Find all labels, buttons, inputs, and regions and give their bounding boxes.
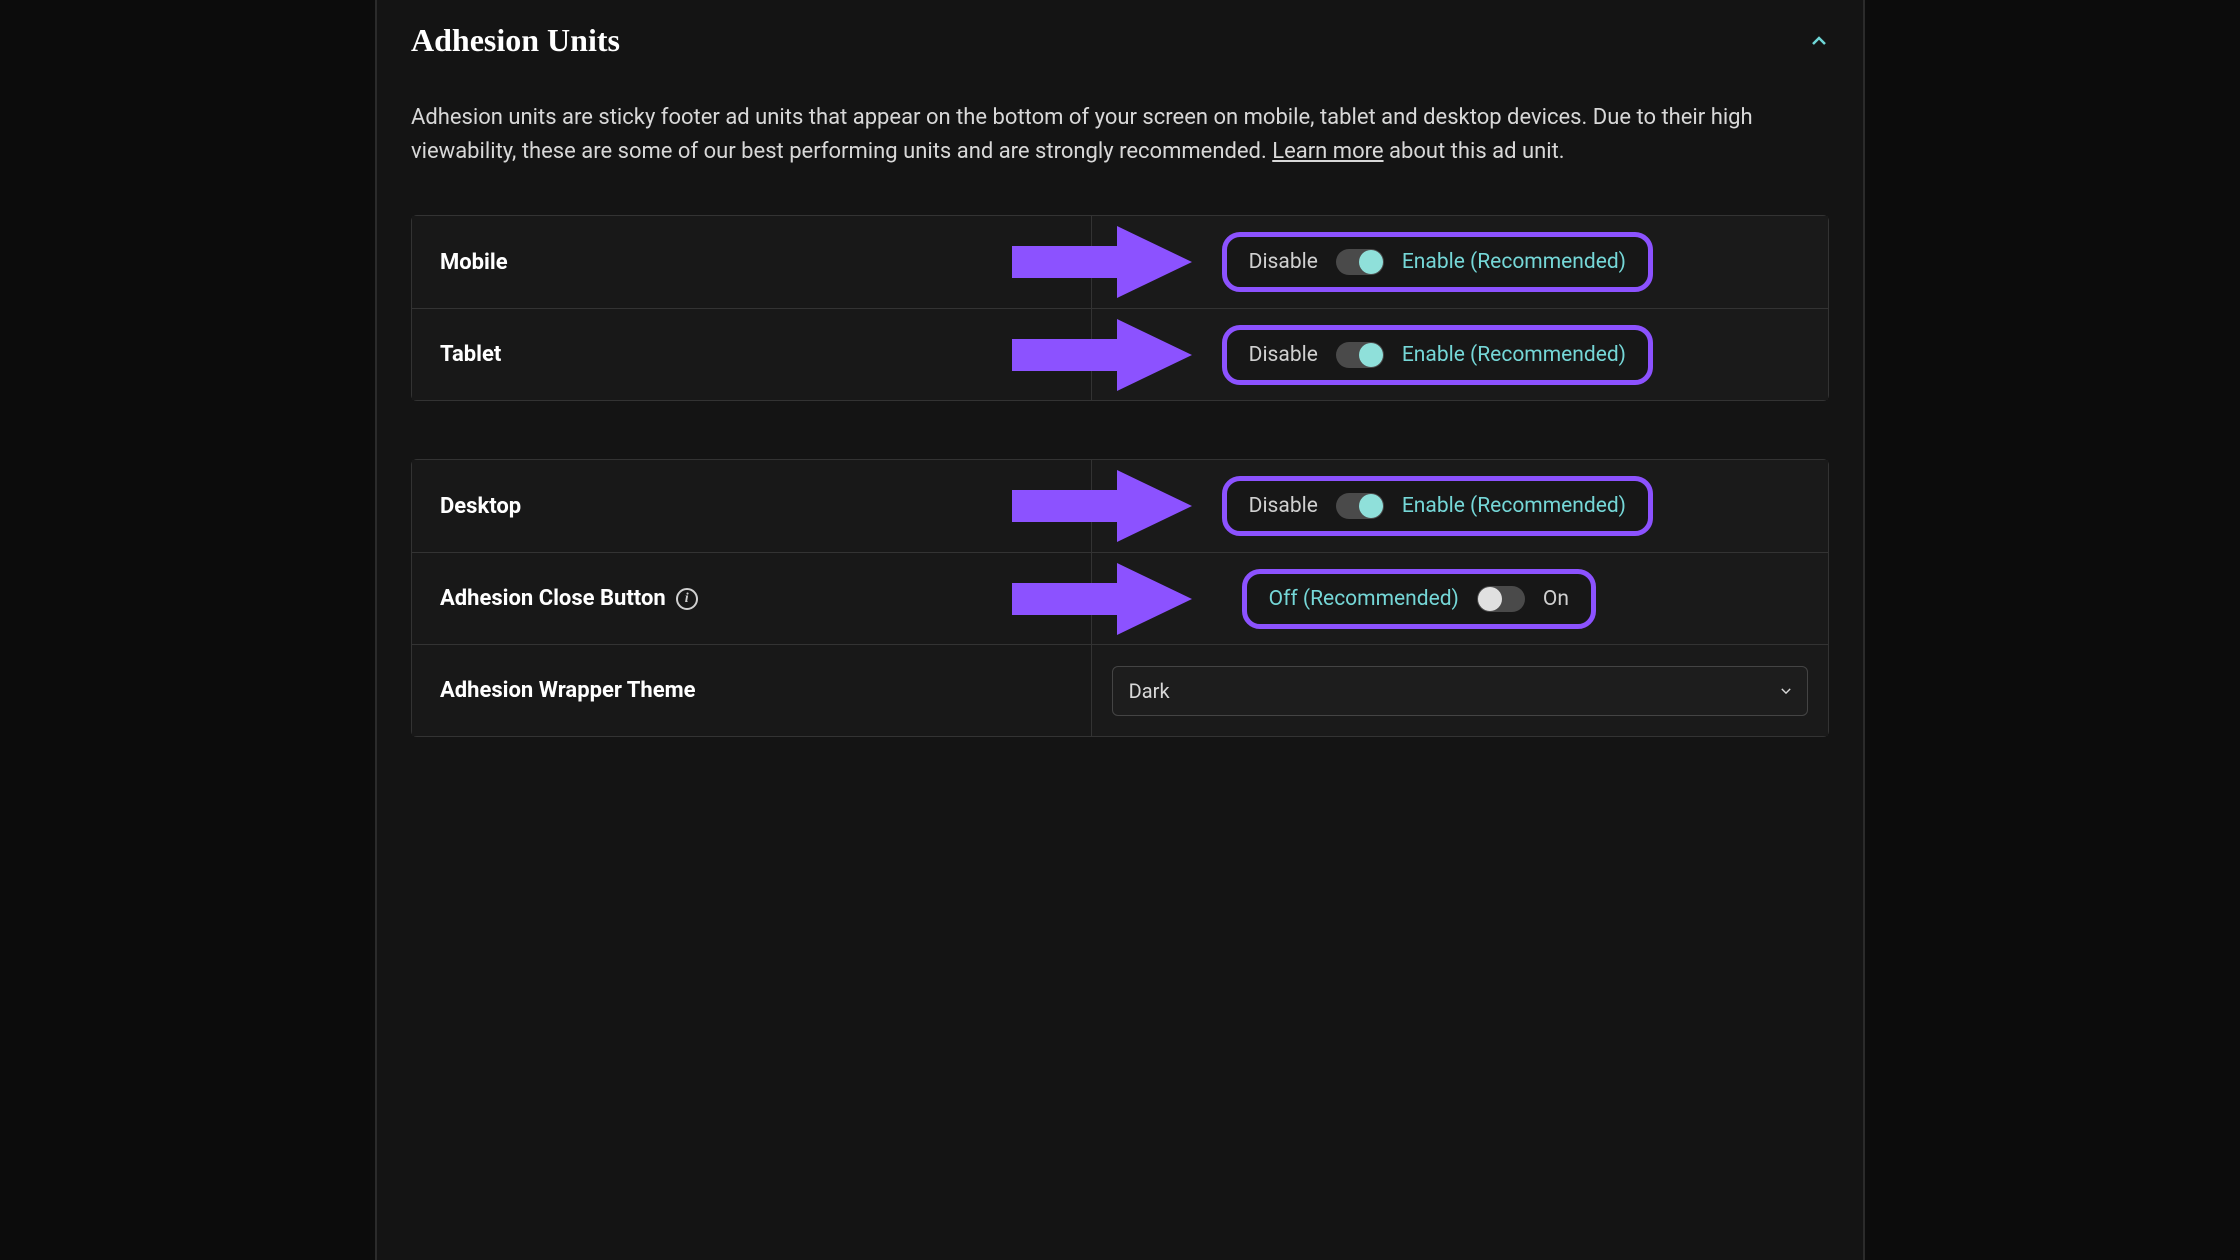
row-desktop: Desktop Disable Enable (Recommended) xyxy=(412,460,1828,552)
row-label-cell: Adhesion Close Button i xyxy=(412,553,1092,644)
wrapper-theme-selected-value: Dark xyxy=(1129,679,1170,703)
annotation-highlight: Disable Enable (Recommended) xyxy=(1222,476,1653,536)
row-wrapper-theme: Adhesion Wrapper Theme Dark xyxy=(412,644,1828,736)
row-control-cell: Disable Enable (Recommended) xyxy=(1092,216,1828,308)
learn-more-link[interactable]: Learn more xyxy=(1272,139,1383,164)
toggle-label-disable: Disable xyxy=(1249,494,1318,518)
row-label-cell: Adhesion Wrapper Theme xyxy=(412,645,1092,736)
switch-knob xyxy=(1359,494,1383,518)
caret-down-icon xyxy=(1779,679,1793,703)
row-label-cell: Desktop xyxy=(412,460,1092,552)
toggle-label-disable: Disable xyxy=(1249,343,1318,367)
settings-group-desktop: Desktop Disable Enable (Recommended) xyxy=(411,459,1829,737)
row-control-cell: Disable Enable (Recommended) xyxy=(1092,460,1828,552)
switch-mobile[interactable] xyxy=(1336,249,1384,275)
row-label-cell: Tablet xyxy=(412,309,1092,400)
toggle-desktop[interactable]: Disable Enable (Recommended) xyxy=(1249,493,1626,519)
row-label-tablet: Tablet xyxy=(440,342,501,367)
switch-knob xyxy=(1478,587,1502,611)
row-label-wrapper-theme: Adhesion Wrapper Theme xyxy=(440,678,696,703)
switch-close-button[interactable] xyxy=(1477,586,1525,612)
chevron-up-icon[interactable] xyxy=(1809,31,1829,51)
annotation-highlight: Disable Enable (Recommended) xyxy=(1222,232,1653,292)
row-label-close-button-text: Adhesion Close Button xyxy=(440,586,666,611)
section-body: Adhesion units are sticky footer ad unit… xyxy=(377,89,1863,737)
annotation-highlight: Off (Recommended) On xyxy=(1242,569,1596,629)
switch-desktop[interactable] xyxy=(1336,493,1384,519)
row-mobile: Mobile Disable Enable (Recommended) xyxy=(412,216,1828,308)
switch-knob xyxy=(1359,343,1383,367)
settings-group-mobile-tablet: Mobile Disable Enable (Recommended) xyxy=(411,215,1829,401)
row-control-cell: Disable Enable (Recommended) xyxy=(1092,309,1828,400)
toggle-label-enable: Enable (Recommended) xyxy=(1402,494,1626,518)
row-label-cell: Mobile xyxy=(412,216,1092,308)
switch-knob xyxy=(1359,250,1383,274)
toggle-mobile[interactable]: Disable Enable (Recommended) xyxy=(1249,249,1626,275)
row-label-desktop: Desktop xyxy=(440,494,521,519)
row-control-cell: Dark xyxy=(1092,645,1828,736)
row-control-cell: Off (Recommended) On xyxy=(1092,553,1828,644)
toggle-label-enable: Enable (Recommended) xyxy=(1402,343,1626,367)
row-label-close-button: Adhesion Close Button i xyxy=(440,586,698,611)
annotation-highlight: Disable Enable (Recommended) xyxy=(1222,325,1653,385)
settings-panel: Adhesion Units Adhesion units are sticky… xyxy=(375,0,1865,1260)
toggle-label-on: On xyxy=(1543,587,1569,611)
row-tablet: Tablet Disable Enable (Recommended) xyxy=(412,308,1828,400)
toggle-tablet[interactable]: Disable Enable (Recommended) xyxy=(1249,342,1626,368)
info-icon[interactable]: i xyxy=(676,588,698,610)
section-title: Adhesion Units xyxy=(411,22,620,59)
description-text-post: about this ad unit. xyxy=(1384,139,1565,164)
toggle-label-off: Off (Recommended) xyxy=(1269,587,1459,611)
wrapper-theme-select[interactable]: Dark xyxy=(1112,666,1808,716)
toggle-label-enable: Enable (Recommended) xyxy=(1402,250,1626,274)
section-header[interactable]: Adhesion Units xyxy=(377,0,1863,89)
switch-tablet[interactable] xyxy=(1336,342,1384,368)
section-description: Adhesion units are sticky footer ad unit… xyxy=(411,101,1829,169)
row-label-mobile: Mobile xyxy=(440,250,508,275)
toggle-close-button[interactable]: Off (Recommended) On xyxy=(1269,586,1569,612)
toggle-label-disable: Disable xyxy=(1249,250,1318,274)
row-close-button: Adhesion Close Button i Off (Recommended… xyxy=(412,552,1828,644)
